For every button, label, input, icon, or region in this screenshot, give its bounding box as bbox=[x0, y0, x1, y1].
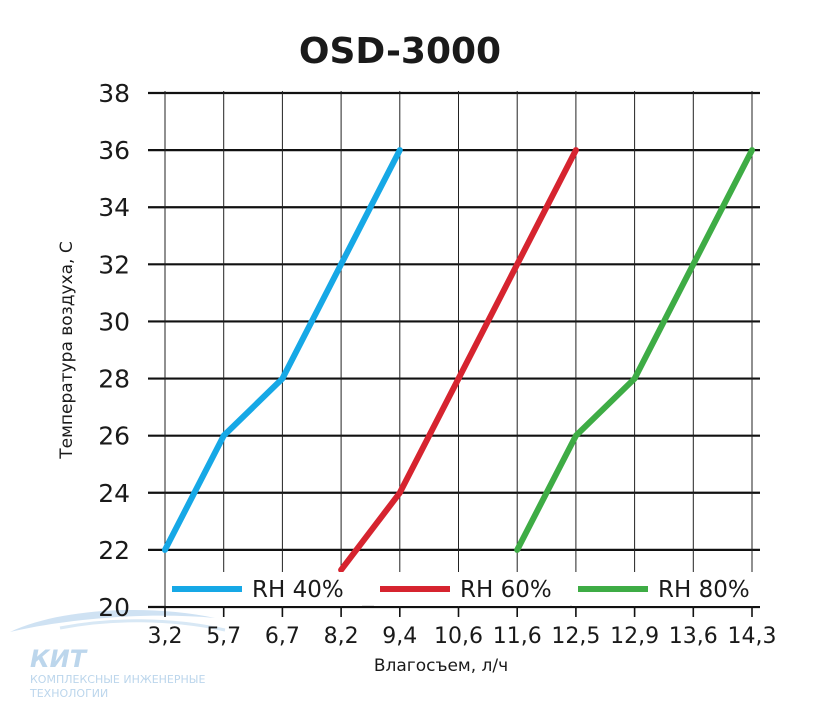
y-tick-label: 22 bbox=[98, 536, 130, 565]
series-line-3 bbox=[514, 147, 755, 553]
y-tick-label: 20 bbox=[98, 593, 130, 622]
x-axis-label: Влагосъем, л/ч bbox=[374, 656, 508, 676]
y-tick-label: 34 bbox=[98, 193, 130, 222]
x-tick-label: 9,4 bbox=[382, 624, 417, 649]
y-tick-label: 38 bbox=[98, 79, 130, 108]
chart-title: OSD-3000 bbox=[299, 31, 501, 72]
series-line-2 bbox=[338, 147, 579, 573]
x-tick-label: 10,6 bbox=[434, 624, 483, 649]
y-tick-label: 26 bbox=[98, 422, 130, 451]
logo-line2-text: ТЕХНОЛОГИИ bbox=[29, 687, 108, 700]
y-axis-ticks: 20 22 24 26 28 30 32 34 36 38 bbox=[98, 79, 130, 622]
y-axis-label: Температура воздуха, С bbox=[57, 241, 77, 459]
legend-label-2: RH 60% bbox=[460, 577, 552, 603]
series-lines bbox=[162, 147, 755, 573]
x-tick-label: 13,6 bbox=[669, 624, 718, 649]
y-tick-label: 24 bbox=[98, 479, 130, 508]
x-tick-label: 12,5 bbox=[551, 624, 600, 649]
y-tick-label: 30 bbox=[98, 307, 130, 336]
logo-main-text: КИТ bbox=[30, 645, 88, 673]
company-logo: КИТ КОМПЛЕКСНЫЕ ИНЖЕНЕРНЫЕ ТЕХНОЛОГИИ bbox=[10, 609, 226, 700]
x-tick-label: 12,9 bbox=[610, 624, 659, 649]
x-tick-label: 14,3 bbox=[728, 624, 777, 649]
x-tick-label: 6,7 bbox=[265, 624, 300, 649]
series-line-1 bbox=[162, 147, 403, 553]
y-tick-label: 28 bbox=[98, 365, 130, 394]
y-tick-label: 32 bbox=[98, 250, 130, 279]
logo-line1-text: КОМПЛЕКСНЫЕ ИНЖЕНЕРНЫЕ bbox=[30, 673, 205, 686]
x-tick-label: 11,6 bbox=[493, 624, 542, 649]
x-tick-label: 8,2 bbox=[324, 624, 359, 649]
x-tick-label: 5,7 bbox=[206, 624, 241, 649]
legend-label-3: RH 80% bbox=[658, 577, 750, 603]
legend-label-1: RH 40% bbox=[252, 577, 344, 603]
x-tick-label: 3,2 bbox=[148, 624, 183, 649]
legend: RH 40% RH 60% RH 80% bbox=[166, 572, 768, 606]
grid bbox=[148, 91, 760, 617]
x-axis-ticks: 3,2 5,7 6,7 8,2 9,4 10,6 11,6 12,5 12,9 13,6 14,3 bbox=[148, 624, 777, 649]
y-tick-label: 36 bbox=[98, 136, 130, 165]
